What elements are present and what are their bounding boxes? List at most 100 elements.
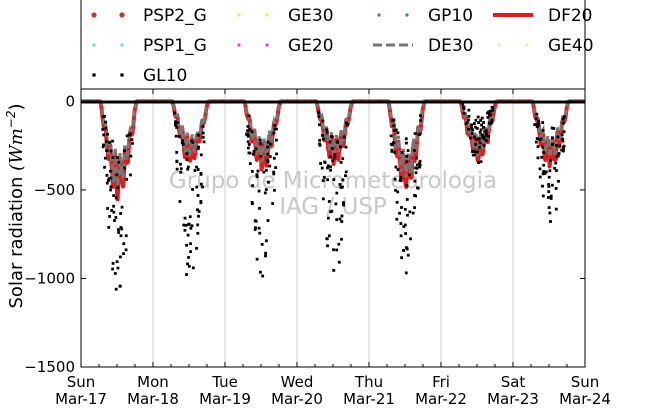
series-gl10-point	[180, 141, 184, 145]
series-gl10-point	[185, 158, 189, 162]
series-gl10-point	[201, 185, 204, 189]
series-gl10-point	[117, 160, 121, 164]
series-gl10-point	[268, 142, 272, 146]
legend-label: DE30	[428, 36, 473, 56]
series-gl10-point	[195, 185, 199, 189]
series-gl10-point	[104, 126, 108, 130]
series-gl10-point	[341, 185, 344, 189]
series-gl10-point	[550, 126, 554, 130]
series-gl10-point	[408, 210, 412, 214]
series-gl10-point	[199, 153, 203, 157]
series-gl10-point	[472, 153, 476, 157]
series-gl10-point	[342, 201, 345, 204]
series-gl10-point	[538, 167, 542, 171]
y-tick-label: −1000	[24, 269, 75, 287]
series-gl10-point	[561, 117, 565, 121]
series-gl10-point	[399, 176, 403, 179]
y-tick-label: −1500	[24, 358, 75, 376]
series-gl10-point	[394, 128, 398, 132]
series-gl10-point	[184, 223, 188, 227]
series-gl10-point	[181, 139, 184, 143]
series-gl10-point	[319, 162, 322, 165]
series-gl10-point	[175, 150, 179, 154]
series-gl10-point	[406, 253, 410, 257]
series-gl10-point	[337, 260, 341, 264]
series-gl10-point	[257, 189, 261, 193]
series-gl10-point	[109, 188, 113, 192]
series-gl10-point	[337, 242, 341, 246]
series-gl10-point	[333, 156, 337, 160]
series-gl10-point	[330, 209, 334, 213]
series-gl10-point	[326, 216, 330, 220]
series-gl10-point	[266, 219, 270, 222]
series-gl10-point	[535, 112, 539, 116]
series-gl10-point	[201, 124, 205, 128]
series-gl10-point	[490, 105, 494, 109]
legend-swatch-marker	[405, 13, 409, 17]
series-gl10-point	[328, 155, 332, 159]
series-gl10-point	[477, 161, 480, 165]
series-gl10-point	[413, 206, 416, 210]
series-gl10-point	[562, 115, 566, 118]
series-gl10-point	[399, 234, 403, 238]
series-gl10-point	[111, 267, 115, 271]
series-gl10-point	[389, 134, 393, 138]
series-gl10-point	[405, 154, 409, 158]
series-gl10-point	[181, 142, 185, 146]
series-gl10-point	[467, 118, 470, 122]
series-gl10-point	[330, 135, 333, 138]
series-de30	[81, 99, 585, 186]
series-gl10-point	[187, 256, 190, 259]
series-gl10-point	[246, 146, 250, 150]
series-gl10-point	[541, 194, 545, 198]
series-gl10-point	[179, 167, 183, 171]
series-gl10-point	[535, 125, 539, 129]
series-gl10-point	[174, 120, 177, 124]
series-gl10-point	[481, 136, 485, 140]
series-gl10-point	[173, 111, 177, 115]
series-gl10-point	[179, 170, 183, 174]
series-gl10-point	[246, 125, 250, 128]
series-gl10-point	[264, 254, 267, 258]
series-gl10-point	[271, 202, 275, 205]
series-gl10-point	[264, 188, 268, 191]
series-gl10-point	[400, 206, 403, 209]
series-gl10-point	[561, 149, 565, 153]
series-gl10-point	[317, 115, 321, 118]
series-gl10-point	[255, 175, 259, 179]
series-gl10-point	[188, 215, 192, 219]
series-gl10-point	[487, 110, 491, 114]
series-gl10-point	[404, 246, 408, 250]
series-gl10-point	[396, 190, 400, 194]
legend-label: GP10	[428, 6, 473, 26]
series-gl10-point	[326, 164, 330, 168]
series-gl10-point	[560, 133, 564, 136]
series-gl10-point	[472, 122, 476, 125]
legend-swatch-marker	[265, 13, 269, 17]
grid-lines	[152, 89, 514, 367]
series-gl10-point	[250, 170, 254, 173]
series-gl10-point	[105, 173, 109, 177]
legend-swatch-marker	[525, 43, 529, 47]
series-gl10-point	[130, 138, 134, 142]
series-gl10-point	[187, 264, 191, 268]
series-gl10-point	[396, 131, 400, 135]
series-gl10-point	[562, 144, 566, 148]
series-gl10-point	[549, 220, 552, 223]
series-gl10-point	[557, 179, 560, 183]
series-gl10-point	[419, 119, 423, 122]
series-gl10-point	[403, 207, 407, 211]
series-gl10-point	[247, 114, 251, 118]
series-gl10-point	[537, 119, 540, 123]
series-gl10-point	[103, 165, 106, 169]
series-gl10-point	[413, 149, 416, 152]
legend-swatch-marker	[497, 43, 501, 47]
series-gl10-point	[202, 140, 206, 144]
series-gl10-point	[404, 271, 408, 275]
series-gl10-point	[547, 190, 551, 194]
series-gl10-point	[321, 134, 324, 137]
series-gl10-point	[555, 169, 558, 172]
series-gl10-point	[402, 249, 406, 252]
series-gl10-point	[176, 121, 179, 125]
